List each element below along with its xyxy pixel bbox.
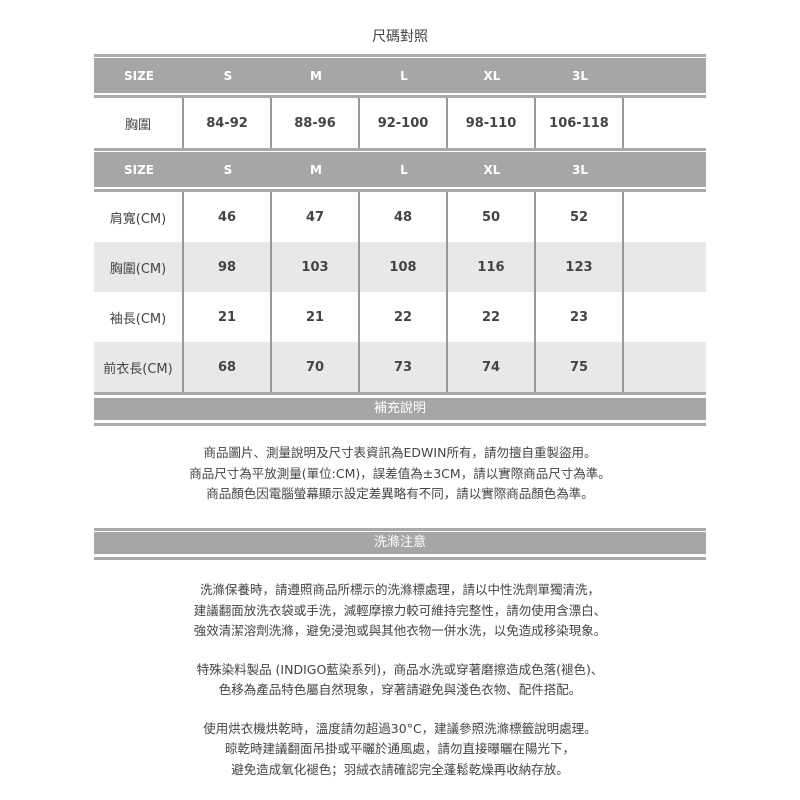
cell: 22 bbox=[360, 292, 448, 342]
page-title: 尺碼對照 bbox=[372, 29, 428, 45]
row-label: 肩寬(CM) bbox=[94, 192, 184, 242]
cell: 22 bbox=[448, 292, 536, 342]
header-cell: SIZE bbox=[123, 68, 154, 83]
notes-text: 商品圖片、測量說明及尺寸表資訊為EDWIN所有，請勿擅自重製盜用。 商品尺寸為平… bbox=[0, 443, 800, 505]
divider bbox=[94, 148, 706, 151]
cell bbox=[624, 342, 706, 392]
divider bbox=[94, 557, 706, 560]
wash-line: 使用烘衣機烘乾時，溫度請勿超過30°C，建議參照洗滌標籤說明處理。 bbox=[203, 720, 597, 736]
cell: 123 bbox=[536, 242, 624, 292]
divider bbox=[94, 528, 706, 531]
wash-text: 洗滌保養時，請遵照商品所標示的洗滌標處理，請以中性洗劑單獨清洗， 建議翻面放洗衣… bbox=[0, 580, 800, 780]
header-cell: M bbox=[310, 162, 322, 177]
cell: 98 bbox=[184, 242, 272, 292]
cell: 23 bbox=[536, 292, 624, 342]
row-label: 胸圍 bbox=[94, 98, 184, 148]
header-cell: S bbox=[223, 162, 233, 177]
cell: 50 bbox=[448, 192, 536, 242]
header-cell: L bbox=[400, 162, 408, 177]
header-cell: S bbox=[223, 68, 233, 83]
section-heading-wash: 洗滌注意 bbox=[94, 532, 706, 554]
wash-line: 色移為產品特色屬自然現象，穿著請避免與淺色衣物、配件搭配。 bbox=[218, 682, 582, 697]
wash-line: 避免造成氧化褪色；羽絨衣請確認完全蓬鬆乾燥再收納存放。 bbox=[231, 761, 569, 777]
table-header: SIZE S M L XL 3L bbox=[94, 152, 706, 187]
note-line: 商品尺寸為平放測量(單位:CM)，誤差值為±3CM，請以實際商品尺寸為準。 bbox=[189, 465, 611, 481]
cell: 48 bbox=[360, 192, 448, 242]
cell: 73 bbox=[360, 342, 448, 392]
cell bbox=[624, 192, 706, 242]
header-cell: SIZE bbox=[123, 162, 154, 177]
size-table-chest: SIZE S M L XL 3L 胸圍 84-92 88-96 92-100 9… bbox=[94, 54, 706, 426]
cell: 52 bbox=[536, 192, 624, 242]
table-row: 胸圍 84-92 88-96 92-100 98-110 106-118 bbox=[94, 98, 706, 148]
note-line: 商品顏色因電腦螢幕顯示設定差異略有不同，請以實際商品顏色為準。 bbox=[206, 486, 594, 501]
cell: 88-96 bbox=[272, 98, 360, 148]
cell: 92-100 bbox=[360, 98, 448, 148]
header-cell: 3L bbox=[572, 68, 588, 83]
wash-line: 特殊染料製品 (INDIGO藍染系列)，商品水洗或穿著磨擦造成色落(褪色)、 bbox=[196, 661, 604, 677]
cell: 74 bbox=[448, 342, 536, 392]
row-label: 胸圍(CM) bbox=[94, 242, 184, 292]
divider bbox=[94, 189, 706, 192]
wash-section-header: 洗滌注意 bbox=[94, 528, 706, 560]
wash-line: 建議翻面放洗衣袋或手洗，減輕摩擦力較可維持完整性，請勿使用含漂白、 bbox=[193, 602, 607, 618]
table-row: 肩寬(CM) 46 47 48 50 52 bbox=[94, 192, 706, 242]
cell: 47 bbox=[272, 192, 360, 242]
wash-line: 晾乾時建議翻面吊掛或平曬於通風處，請勿直接曝曬在陽光下， bbox=[224, 741, 575, 756]
cell: 108 bbox=[360, 242, 448, 292]
cell: 75 bbox=[536, 342, 624, 392]
wash-line: 強效清潔溶劑洗滌，避免浸泡或與其他衣物一併水洗，以免造成移染現象。 bbox=[193, 623, 607, 638]
cell: 70 bbox=[272, 342, 360, 392]
table-row: 胸圍(CM) 98 103 108 116 123 bbox=[94, 242, 706, 292]
divider bbox=[94, 423, 706, 426]
cell: 103 bbox=[272, 242, 360, 292]
size-table-measurements: 肩寬(CM) 46 47 48 50 52 胸圍(CM) 98 103 108 116 123 袖長(C… bbox=[94, 192, 706, 392]
cell bbox=[624, 98, 706, 148]
header-cell: XL bbox=[483, 68, 501, 83]
cell: 21 bbox=[184, 292, 272, 342]
divider bbox=[94, 54, 706, 57]
header-cell: XL bbox=[483, 162, 501, 177]
cell: 46 bbox=[184, 192, 272, 242]
table-row: 前衣長(CM) 68 70 73 74 75 bbox=[94, 342, 706, 392]
cell: 98-110 bbox=[448, 98, 536, 148]
cell bbox=[624, 292, 706, 342]
header-cell: 3L bbox=[572, 162, 588, 177]
row-label: 袖長(CM) bbox=[94, 292, 184, 342]
cell bbox=[624, 242, 706, 292]
note-line: 商品圖片、測量說明及尺寸表資訊為EDWIN所有，請勿擅自重製盜用。 bbox=[203, 445, 597, 460]
row-label: 前衣長(CM) bbox=[94, 342, 184, 392]
cell: 68 bbox=[184, 342, 272, 392]
header-cell: L bbox=[400, 68, 408, 83]
table-header: SIZE S M L XL 3L bbox=[94, 58, 706, 93]
header-cell: M bbox=[310, 68, 322, 83]
cell: 106-118 bbox=[536, 98, 624, 148]
wash-line: 洗滌保養時，請遵照商品所標示的洗滌標處理，請以中性洗劑單獨清洗， bbox=[199, 582, 600, 597]
cell: 21 bbox=[272, 292, 360, 342]
divider bbox=[94, 95, 706, 98]
divider bbox=[94, 392, 706, 395]
table-row: 袖長(CM) 21 21 22 22 23 bbox=[94, 292, 706, 342]
section-heading-notes: 補充說明 bbox=[94, 398, 706, 420]
cell: 84-92 bbox=[184, 98, 272, 148]
cell: 116 bbox=[448, 242, 536, 292]
